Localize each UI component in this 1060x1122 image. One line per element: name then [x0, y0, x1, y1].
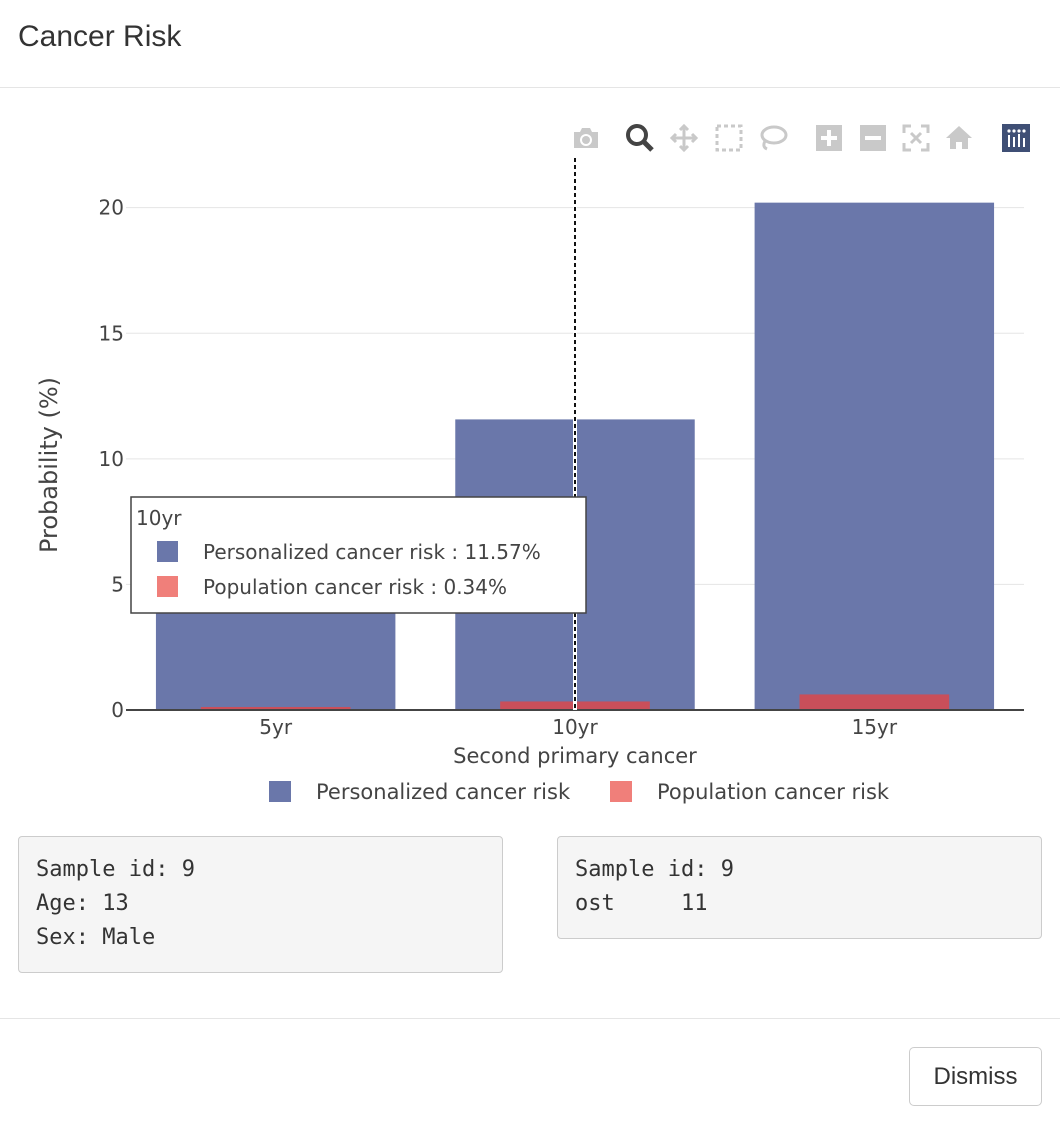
hover-category: 10yr [136, 506, 182, 530]
y-tick-label: 15 [99, 321, 124, 345]
pan-icon[interactable] [666, 120, 702, 156]
zoom-in-icon[interactable] [811, 120, 847, 156]
lasso-icon[interactable] [755, 120, 791, 156]
x-tick-label: 10yr [552, 715, 598, 739]
legend-swatch [269, 781, 291, 802]
box-select-icon[interactable] [711, 120, 747, 156]
legend-label: Personalized cancer risk [316, 780, 571, 804]
ost-text: ost 11 [575, 891, 708, 916]
y-axis-title: Probability (%) [35, 377, 63, 553]
legend-swatch [610, 781, 632, 802]
x-axis-title: Second primary cancer [453, 744, 697, 768]
modal-header: Cancer Risk [0, 0, 1060, 88]
camera-icon[interactable] [568, 120, 604, 156]
y-tick-label: 5 [111, 572, 124, 596]
bar-personalized-5yr [155, 612, 396, 710]
bar-chart[interactable]: 0 5 10 15 20 5yr 10yr 15yr Second primary cancer… [0, 100, 1060, 820]
y-tick-label: 20 [99, 196, 124, 220]
modal-footer: Dismiss [0, 1018, 1060, 1122]
sample-info-panel: Sample id: 9 Age: 13 Sex: Male [18, 836, 503, 973]
hover-swatch [157, 541, 178, 562]
sex-text: Sex: Male [36, 925, 156, 950]
chart-area[interactable]: 0 5 10 15 20 5yr 10yr 15yr Second primary cancer… [0, 100, 1060, 820]
y-tick-label: 10 [99, 447, 124, 471]
zoom-out-icon[interactable] [855, 120, 891, 156]
survival-info-panel: Sample id: 9 ost 11 [557, 836, 1042, 939]
sample-id-text: Sample id: 9 [575, 857, 734, 882]
x-tick-label: 15yr [852, 715, 898, 739]
modal-title: Cancer Risk [18, 20, 182, 53]
hover-tooltip [130, 496, 587, 614]
zoom-icon[interactable] [622, 120, 658, 156]
bar-population-15yr [799, 694, 950, 710]
bar-population-5yr [200, 706, 351, 710]
autoscale-icon[interactable] [898, 120, 934, 156]
dismiss-button[interactable]: Dismiss [909, 1047, 1042, 1106]
x-tick-label: 5yr [259, 715, 293, 739]
sample-id-text: Sample id: 9 [36, 857, 195, 882]
plotly-logo-icon[interactable] [998, 120, 1034, 156]
hover-line: Population cancer risk : 0.34% [203, 575, 507, 599]
hover-line: Personalized cancer risk : 11.57% [203, 540, 541, 564]
reset-axes-icon[interactable] [941, 120, 977, 156]
age-text: Age: 13 [36, 891, 129, 916]
bar-personalized-15yr [754, 202, 995, 710]
y-tick-label: 0 [111, 698, 124, 722]
legend-label: Population cancer risk [657, 780, 890, 804]
hover-swatch [157, 576, 178, 597]
